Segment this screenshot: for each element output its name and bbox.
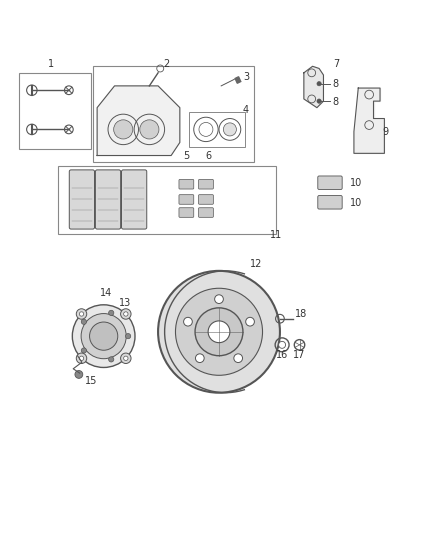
Polygon shape [354,88,385,154]
Circle shape [109,310,114,316]
Circle shape [234,354,243,362]
Circle shape [120,353,131,364]
Circle shape [76,353,87,364]
Circle shape [195,308,243,356]
Circle shape [140,120,159,139]
FancyBboxPatch shape [198,195,213,204]
Text: 4: 4 [243,105,249,115]
Text: 3: 3 [243,72,249,82]
Circle shape [72,305,135,367]
Circle shape [279,341,286,349]
Circle shape [81,313,126,359]
Text: 16: 16 [276,350,288,360]
Circle shape [79,356,84,360]
Circle shape [126,334,131,339]
FancyBboxPatch shape [179,208,194,217]
Text: 15: 15 [85,376,97,385]
Circle shape [124,312,128,316]
Circle shape [195,354,204,362]
Bar [19,73,91,149]
Circle shape [114,120,133,139]
Circle shape [124,356,128,360]
Text: 12: 12 [250,260,262,269]
Bar [188,112,245,147]
FancyBboxPatch shape [179,195,194,204]
Circle shape [81,348,86,353]
Text: 13: 13 [119,298,131,309]
Circle shape [158,271,280,393]
Circle shape [176,288,262,375]
Circle shape [81,319,86,325]
Circle shape [317,82,321,86]
Text: 18: 18 [295,309,307,319]
Circle shape [223,123,237,136]
Text: 8: 8 [332,97,338,107]
Circle shape [79,312,84,316]
Circle shape [75,370,83,378]
Circle shape [76,309,87,319]
Text: 14: 14 [100,288,112,297]
Text: 10: 10 [350,178,362,188]
Text: 2: 2 [164,59,170,69]
Polygon shape [304,66,323,108]
Polygon shape [97,86,180,156]
FancyBboxPatch shape [318,176,342,189]
Text: 6: 6 [205,150,211,160]
Text: 10: 10 [350,198,362,207]
Circle shape [89,322,118,350]
Circle shape [109,357,114,362]
FancyBboxPatch shape [198,208,213,217]
Circle shape [215,295,223,303]
Bar [93,66,254,162]
FancyBboxPatch shape [95,170,120,229]
Text: 11: 11 [269,230,282,240]
Text: 7: 7 [333,59,339,69]
Bar [58,166,276,234]
Text: 9: 9 [382,126,389,136]
Circle shape [184,317,192,326]
Circle shape [246,317,254,326]
FancyBboxPatch shape [121,170,147,229]
Circle shape [208,321,230,343]
FancyBboxPatch shape [318,196,342,209]
Polygon shape [235,77,241,83]
Circle shape [317,99,321,103]
Text: 17: 17 [293,350,306,360]
Text: 5: 5 [183,150,190,160]
FancyBboxPatch shape [198,180,213,189]
FancyBboxPatch shape [69,170,95,229]
Text: 1: 1 [48,59,54,69]
Circle shape [120,309,131,319]
Text: 8: 8 [332,79,338,88]
FancyBboxPatch shape [179,180,194,189]
